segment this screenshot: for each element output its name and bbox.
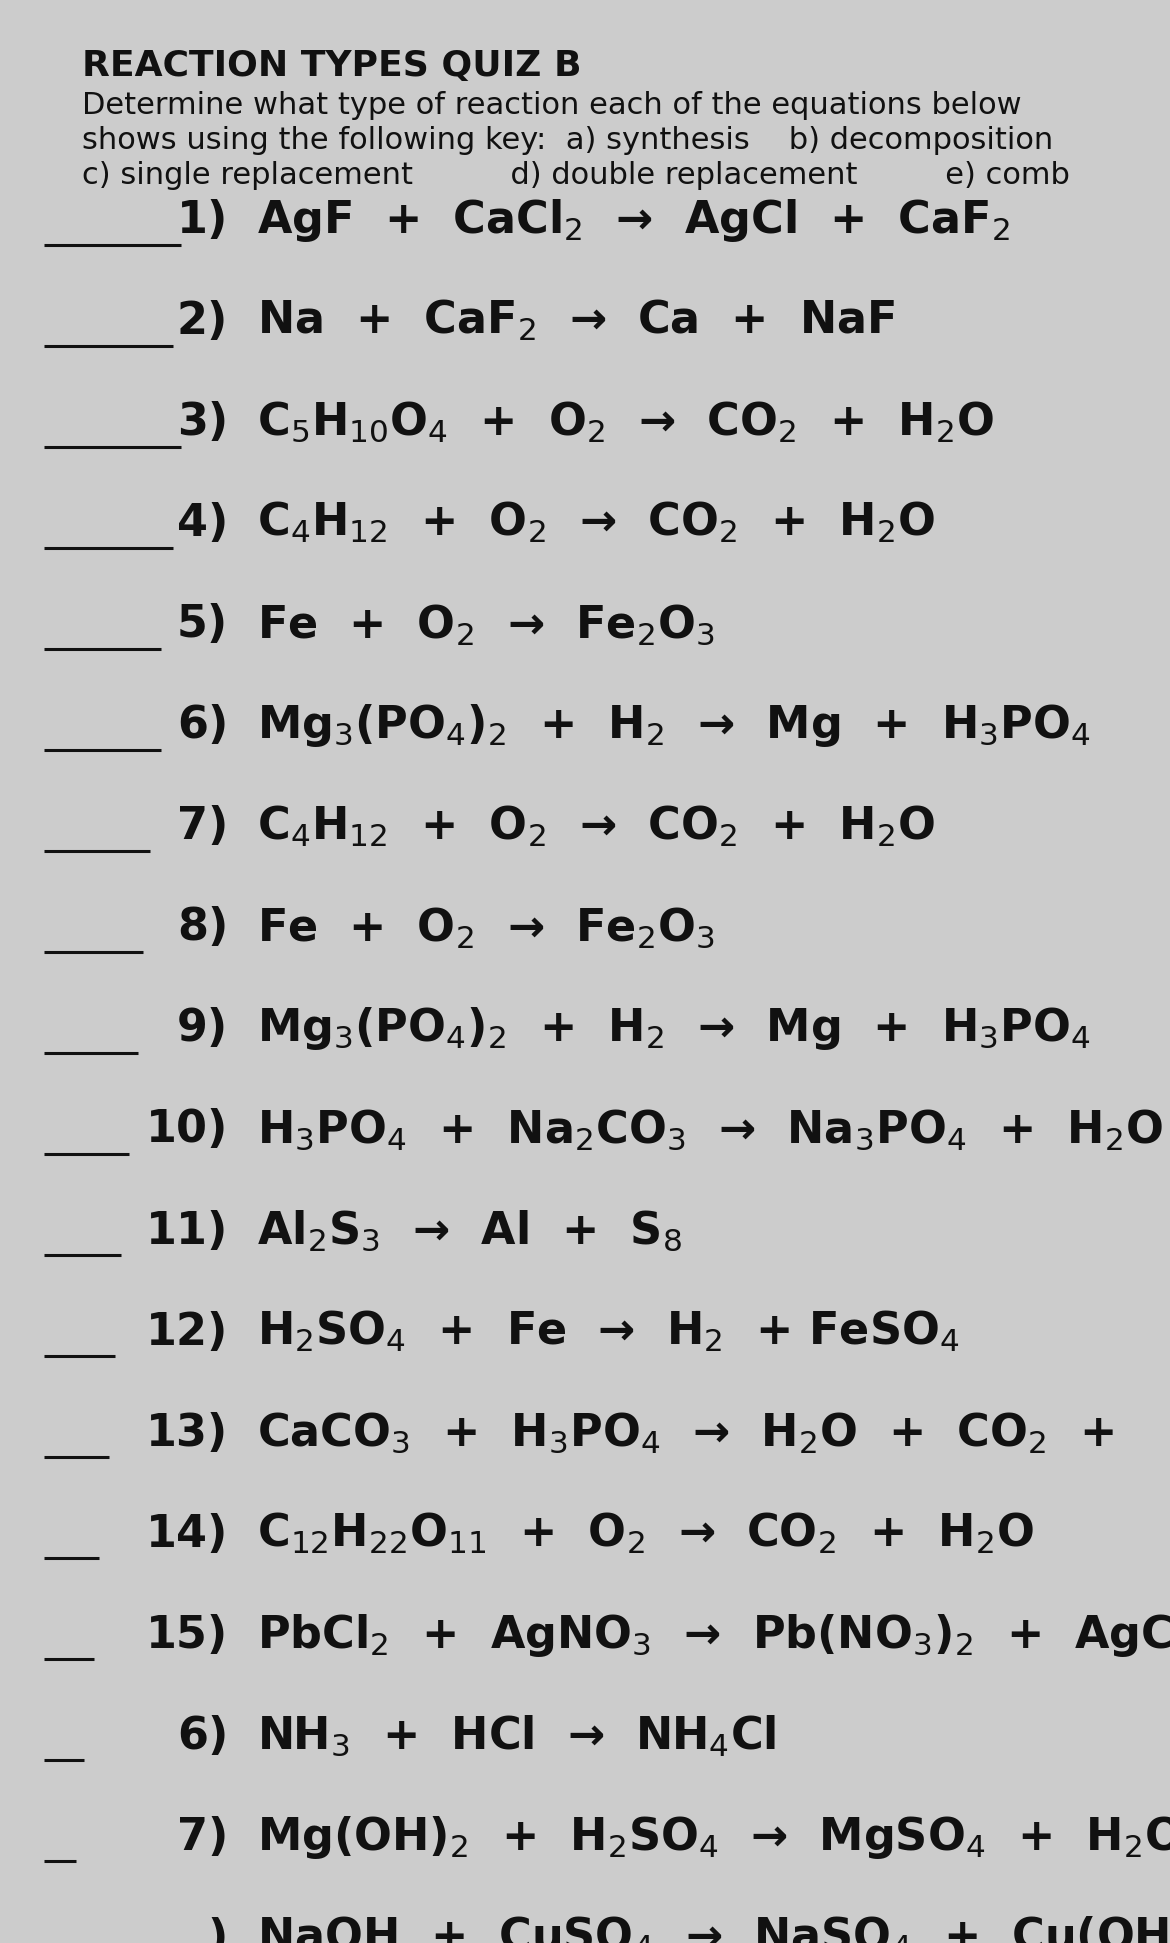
Text: H$_2$SO$_4$  +  Fe  →  H$_2$  + FeSO$_4$: H$_2$SO$_4$ + Fe → H$_2$ + FeSO$_4$ — [257, 1308, 959, 1354]
Text: 11): 11) — [146, 1210, 228, 1253]
Text: NH$_3$  +  HCl  →  NH$_4$Cl: NH$_3$ + HCl → NH$_4$Cl — [257, 1714, 777, 1758]
Text: Mg$_3$(PO$_4$)$_2$  +  H$_2$  →  Mg  +  H$_3$PO$_4$: Mg$_3$(PO$_4$)$_2$ + H$_2$ → Mg + H$_3$P… — [257, 701, 1092, 750]
Text: 9): 9) — [177, 1008, 228, 1051]
Text: 6): 6) — [177, 1716, 228, 1758]
Text: 3): 3) — [177, 402, 228, 445]
Text: 15): 15) — [146, 1615, 228, 1657]
Text: Fe  +  O$_2$  →  Fe$_2$O$_3$: Fe + O$_2$ → Fe$_2$O$_3$ — [257, 905, 715, 950]
Text: 10): 10) — [146, 1109, 228, 1152]
Text: 7): 7) — [177, 806, 228, 849]
Text: c) single replacement          d) double replacement         e) comb: c) single replacement d) double replacem… — [82, 161, 1069, 190]
Text: 2): 2) — [177, 301, 228, 344]
Text: 5): 5) — [177, 604, 228, 647]
Text: 8): 8) — [177, 907, 228, 950]
Text: 12): 12) — [146, 1312, 228, 1354]
Text: REACTION TYPES QUIZ B: REACTION TYPES QUIZ B — [82, 49, 581, 82]
Text: Fe  +  O$_2$  →  Fe$_2$O$_3$: Fe + O$_2$ → Fe$_2$O$_3$ — [257, 602, 715, 647]
Text: Mg(OH)$_2$  +  H$_2$SO$_4$  →  MgSO$_4$  +  H$_2$O: Mg(OH)$_2$ + H$_2$SO$_4$ → MgSO$_4$ + H$… — [257, 1813, 1170, 1861]
Text: ): ) — [208, 1918, 228, 1943]
Text: Determine what type of reaction each of the equations below: Determine what type of reaction each of … — [82, 91, 1021, 120]
Text: 6): 6) — [177, 705, 228, 748]
Text: Al$_2$S$_3$  →  Al  +  S$_8$: Al$_2$S$_3$ → Al + S$_8$ — [257, 1209, 682, 1253]
Text: shows using the following key:  a) synthesis    b) decomposition: shows using the following key: a) synthe… — [82, 126, 1053, 155]
Text: AgF  +  CaCl$_2$  →  AgCl  +  CaF$_2$: AgF + CaCl$_2$ → AgCl + CaF$_2$ — [257, 196, 1010, 245]
Text: 13): 13) — [146, 1413, 228, 1455]
Text: 4): 4) — [177, 503, 228, 546]
Text: Na  +  CaF$_2$  →  Ca  +  NaF: Na + CaF$_2$ → Ca + NaF — [257, 297, 895, 344]
Text: C$_4$H$_{12}$  +  O$_2$  →  CO$_2$  +  H$_2$O: C$_4$H$_{12}$ + O$_2$ → CO$_2$ + H$_2$O — [257, 802, 935, 849]
Text: C$_5$H$_{10}$O$_4$  +  O$_2$  →  CO$_2$  +  H$_2$O: C$_5$H$_{10}$O$_4$ + O$_2$ → CO$_2$ + H$… — [257, 400, 994, 445]
Text: 1): 1) — [177, 200, 228, 243]
Text: C$_{12}$H$_{22}$O$_{11}$  +  O$_2$  →  CO$_2$  +  H$_2$O: C$_{12}$H$_{22}$O$_{11}$ + O$_2$ → CO$_2… — [257, 1510, 1034, 1556]
Text: 14): 14) — [146, 1514, 228, 1556]
Text: Mg$_3$(PO$_4$)$_2$  +  H$_2$  →  Mg  +  H$_3$PO$_4$: Mg$_3$(PO$_4$)$_2$ + H$_2$ → Mg + H$_3$P… — [257, 1005, 1092, 1053]
Text: C$_4$H$_{12}$  +  O$_2$  →  CO$_2$  +  H$_2$O: C$_4$H$_{12}$ + O$_2$ → CO$_2$ + H$_2$O — [257, 499, 935, 546]
Text: CaCO$_3$  +  H$_3$PO$_4$  →  H$_2$O  +  CO$_2$  +: CaCO$_3$ + H$_3$PO$_4$ → H$_2$O + CO$_2$… — [257, 1411, 1114, 1455]
Text: 7): 7) — [177, 1817, 228, 1859]
Text: PbCl$_2$  +  AgNO$_3$  →  Pb(NO$_3$)$_2$  +  AgCl: PbCl$_2$ + AgNO$_3$ → Pb(NO$_3$)$_2$ + A… — [257, 1611, 1170, 1659]
Text: NaOH  +  CuSO$_4$  →  NaSO$_4$  +  Cu(OH: NaOH + CuSO$_4$ → NaSO$_4$ + Cu(OH — [257, 1914, 1170, 1943]
Text: H$_3$PO$_4$  +  Na$_2$CO$_3$  →  Na$_3$PO$_4$  +  H$_2$O: H$_3$PO$_4$ + Na$_2$CO$_3$ → Na$_3$PO$_4… — [257, 1108, 1163, 1152]
